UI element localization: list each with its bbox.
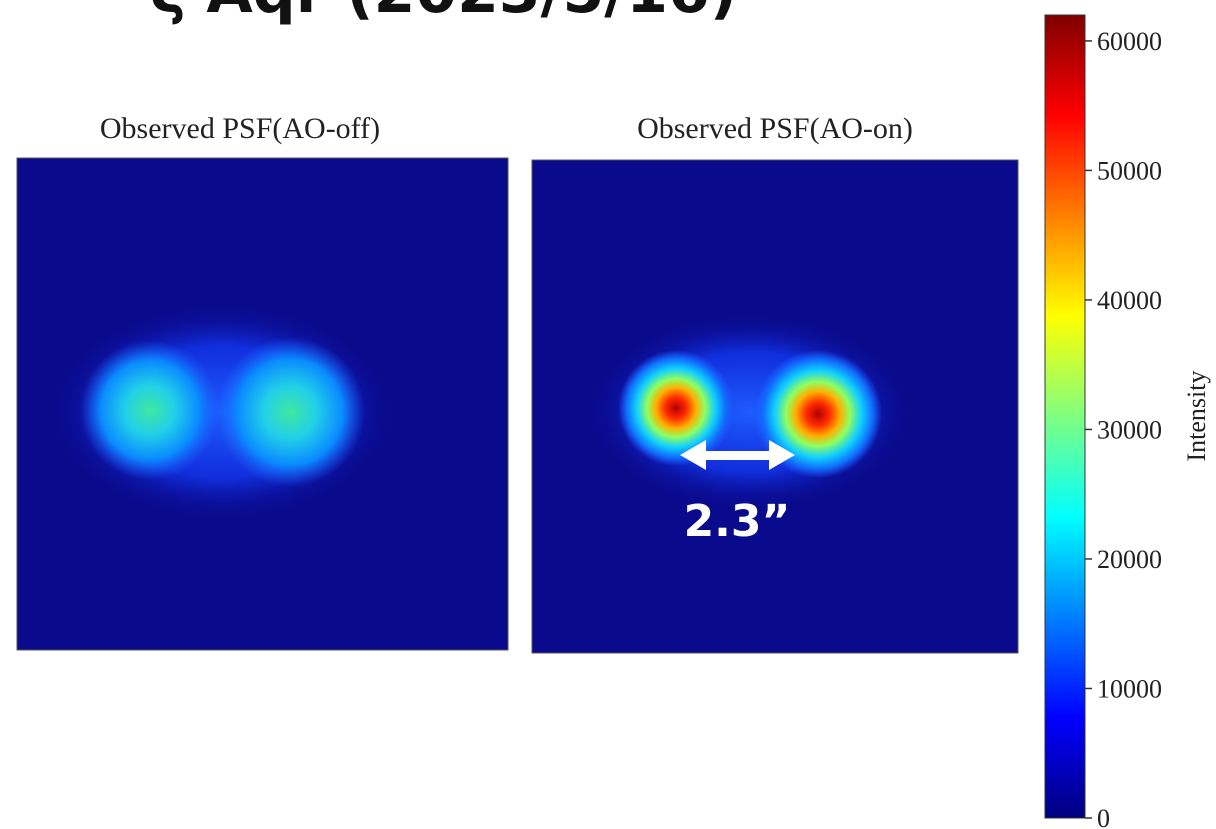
panel-off: Observed PSF(AO-off) [17, 112, 508, 650]
tick-label: 10000 [1097, 674, 1162, 703]
panel-on: Observed PSF(AO-on) 2.3” [532, 112, 1018, 653]
star [618, 350, 734, 466]
colorbar-label: Intensity [1182, 371, 1211, 462]
panel-title: Observed PSF(AO-off) [100, 112, 380, 145]
colorbar: Intensity 0 10000 20000 30000 40000 50000 6000… [1045, 15, 1211, 829]
tick-label: 20000 [1097, 545, 1162, 574]
annotation: 2.3” [684, 496, 791, 547]
colorbar-scale [1045, 15, 1085, 818]
tick-label: 0 [1097, 804, 1110, 829]
star [80, 340, 220, 480]
figure: ζ Aqr (2023/5/16) Observed PSF(AO-off) O… [0, 0, 1216, 829]
tick-label: 60000 [1097, 27, 1162, 56]
tick-label: 40000 [1097, 286, 1162, 315]
tick-label: 30000 [1097, 415, 1162, 444]
tick-label: 50000 [1097, 156, 1162, 185]
star [215, 337, 365, 487]
figure-title: ζ Aqr (2023/5/16) [150, 0, 737, 27]
panel-title: Observed PSF(AO-on) [637, 112, 913, 145]
